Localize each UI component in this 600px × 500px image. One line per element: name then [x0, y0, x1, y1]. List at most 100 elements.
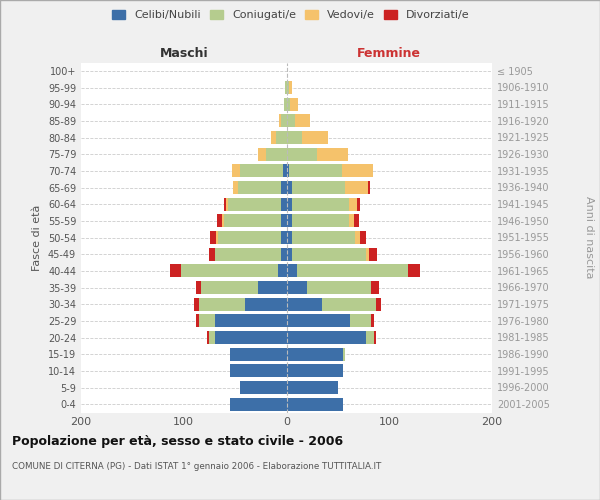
Bar [240, 164, 283, 177]
Bar [209, 248, 215, 260]
Bar [281, 248, 287, 260]
Bar [287, 298, 322, 310]
Bar [201, 281, 258, 294]
Text: Maschi: Maschi [160, 47, 208, 60]
Bar [287, 231, 292, 244]
Bar [292, 231, 355, 244]
Bar [287, 281, 307, 294]
Bar [287, 214, 292, 228]
Text: COMUNE DI CITERNA (PG) - Dati ISTAT 1° gennaio 2006 - Elaborazione TUTTITALIA.IT: COMUNE DI CITERNA (PG) - Dati ISTAT 1° g… [12, 462, 382, 471]
Bar [322, 298, 376, 310]
Bar [355, 214, 359, 228]
Bar [287, 348, 343, 360]
Text: Popolazione per età, sesso e stato civile - 2006: Popolazione per età, sesso e stato civil… [12, 435, 343, 448]
Bar [215, 314, 287, 328]
Bar [199, 314, 215, 328]
Bar [280, 114, 281, 128]
Bar [230, 398, 287, 410]
Bar [371, 281, 379, 294]
Bar [349, 198, 358, 210]
Bar [343, 348, 345, 360]
Bar [376, 298, 381, 310]
Bar [224, 198, 226, 210]
Bar [230, 364, 287, 378]
Bar [215, 231, 218, 244]
Bar [286, 81, 287, 94]
Bar [232, 164, 240, 177]
Bar [287, 198, 292, 210]
Bar [289, 164, 342, 177]
Bar [281, 181, 287, 194]
Bar [196, 281, 201, 294]
Bar [292, 198, 349, 210]
Bar [365, 248, 369, 260]
Bar [258, 281, 287, 294]
Bar [408, 264, 420, 278]
Bar [215, 331, 287, 344]
Bar [345, 181, 368, 194]
Bar [317, 148, 348, 160]
Bar [287, 248, 292, 260]
Bar [222, 214, 224, 228]
Bar [365, 331, 374, 344]
Bar [287, 331, 365, 344]
Bar [287, 264, 297, 278]
Bar [295, 114, 310, 128]
Bar [199, 298, 245, 310]
Bar [342, 164, 373, 177]
Bar [287, 381, 338, 394]
Bar [349, 214, 355, 228]
Bar [208, 331, 209, 344]
Bar [271, 131, 276, 144]
Bar [302, 131, 328, 144]
Legend: Celibi/Nubili, Coniugati/e, Vedovi/e, Divorziati/e: Celibi/Nubili, Coniugati/e, Vedovi/e, Di… [108, 6, 474, 25]
Bar [369, 248, 377, 260]
Bar [217, 214, 222, 228]
Bar [283, 164, 287, 177]
Y-axis label: Anni di nascita: Anni di nascita [584, 196, 595, 278]
Bar [292, 248, 365, 260]
Bar [238, 181, 281, 194]
Bar [228, 198, 281, 210]
Bar [230, 348, 287, 360]
Bar [358, 198, 361, 210]
Bar [194, 298, 199, 310]
Bar [287, 364, 343, 378]
Bar [355, 231, 361, 244]
Bar [368, 181, 370, 194]
Bar [287, 98, 290, 110]
Bar [289, 81, 292, 94]
Bar [211, 231, 215, 244]
Bar [287, 314, 350, 328]
Bar [281, 214, 287, 228]
Bar [258, 148, 266, 160]
Y-axis label: Fasce di età: Fasce di età [32, 204, 42, 270]
Bar [290, 98, 298, 110]
Bar [215, 248, 281, 260]
Bar [287, 114, 295, 128]
Bar [287, 131, 302, 144]
Bar [281, 198, 287, 210]
Bar [374, 331, 376, 344]
Bar [292, 214, 349, 228]
Bar [361, 231, 365, 244]
Bar [196, 314, 199, 328]
Bar [226, 198, 228, 210]
Bar [287, 148, 317, 160]
Bar [287, 81, 289, 94]
Bar [281, 231, 287, 244]
Bar [287, 398, 343, 410]
Bar [245, 298, 287, 310]
Bar [218, 231, 281, 244]
Bar [170, 264, 181, 278]
Bar [209, 331, 215, 344]
Bar [181, 264, 278, 278]
Bar [278, 264, 287, 278]
Bar [240, 381, 287, 394]
Bar [281, 114, 287, 128]
Bar [371, 314, 374, 328]
Bar [292, 181, 345, 194]
Bar [233, 181, 238, 194]
Bar [266, 148, 287, 160]
Bar [297, 264, 408, 278]
